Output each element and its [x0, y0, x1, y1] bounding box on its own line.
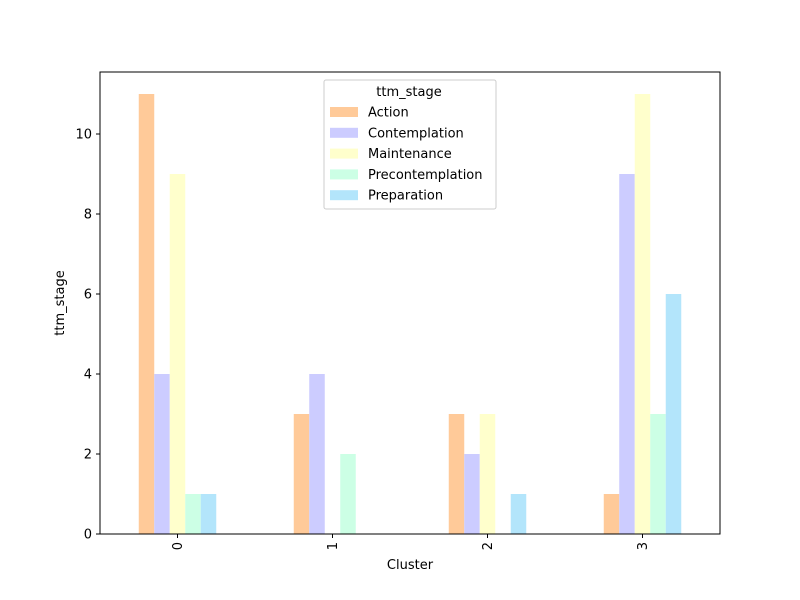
x-tick-label: 1: [326, 542, 341, 550]
bar-preparation-cluster-2: [510, 494, 527, 534]
y-axis-label: ttm_stage: [53, 270, 68, 335]
legend-swatch-maintenance: [330, 148, 358, 159]
x-tick-label: 2: [481, 542, 496, 550]
legend-box: [323, 79, 497, 210]
bar-maintenance-cluster-3: [634, 94, 651, 534]
legend-label-precontemplation: Precontemplation: [368, 168, 483, 183]
bar-action-cluster-0: [138, 94, 155, 534]
y-tick-label: 0: [84, 528, 92, 543]
bar-action-cluster-2: [448, 414, 465, 534]
y-axis: 0 2 4 6 8 10: [75, 128, 100, 543]
x-tick-label: 3: [636, 542, 651, 550]
y-tick-label: 2: [84, 448, 92, 463]
legend-swatch-contemplation: [330, 127, 358, 138]
bar-contemplation-cluster-1: [309, 374, 325, 534]
bar-precontemplation-cluster-3: [650, 414, 666, 534]
legend-label-contemplation: Contemplation: [368, 126, 464, 141]
bar-maintenance-cluster-0: [169, 174, 186, 534]
bar-contemplation-cluster-3: [619, 174, 635, 534]
x-axis: 0 1 2 3: [171, 534, 651, 550]
bars-group: [138, 94, 682, 534]
legend-swatch-precontemplation: [330, 169, 358, 180]
y-tick-label: 4: [84, 368, 92, 383]
bar-contemplation-cluster-2: [464, 454, 480, 534]
bar-action-cluster-3: [603, 494, 620, 534]
legend-swatch-preparation: [330, 190, 358, 201]
bar-action-cluster-1: [293, 414, 310, 534]
legend-label-maintenance: Maintenance: [368, 147, 452, 162]
x-tick-label: 0: [171, 542, 186, 550]
legend-label-preparation: Preparation: [368, 189, 443, 204]
legend-title: ttm_stage: [376, 85, 441, 100]
y-tick-label: 8: [84, 208, 92, 223]
legend-label-action: Action: [368, 106, 409, 121]
y-tick-label: 10: [75, 128, 92, 143]
bar-precontemplation-cluster-1: [340, 454, 356, 534]
legend: ttm_stage Action Contemplation Maintenance…: [323, 79, 497, 210]
x-axis-label: Cluster: [387, 558, 434, 573]
bar-contemplation-cluster-0: [154, 374, 170, 534]
legend-swatch-action: [330, 107, 358, 117]
bar-preparation-cluster-3: [665, 294, 682, 534]
y-tick-label: 6: [84, 288, 92, 303]
plot-area-frame: [99, 71, 721, 535]
bar-maintenance-cluster-2: [479, 414, 496, 534]
bar-precontemplation-cluster-0: [185, 494, 201, 534]
bar-preparation-cluster-0: [200, 494, 217, 534]
